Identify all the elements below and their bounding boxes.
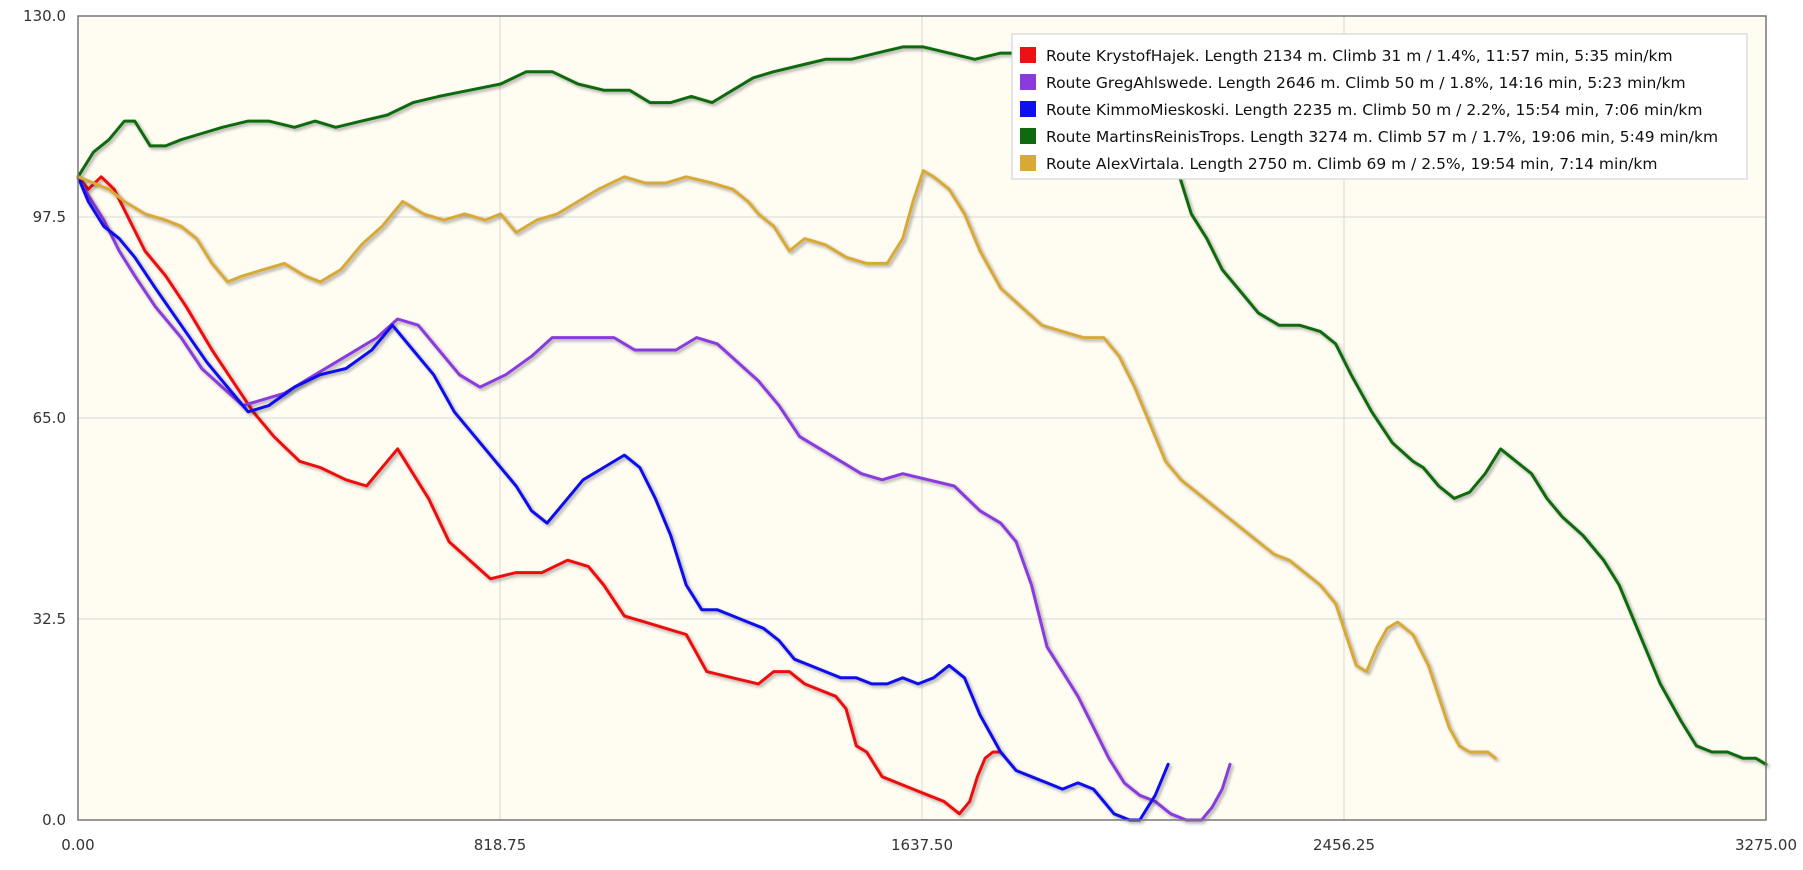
legend-swatch-kimmomieskoski xyxy=(1020,101,1036,117)
plot-frame xyxy=(77,15,1767,821)
y-tick-label-2: 65.0 xyxy=(33,409,66,427)
x-tick-label-3: 2456.25 xyxy=(1313,836,1375,854)
legend-swatch-krystofhajek xyxy=(1020,47,1036,63)
series-line-gregahlswede xyxy=(76,175,1232,822)
series-line-krystofhajek xyxy=(76,175,1003,816)
y-tick-label-3: 97.5 xyxy=(33,208,66,226)
legend-entry-gregahlswede: Route GregAhlswede. Length 2646 m. Climb… xyxy=(1046,74,1686,92)
y-tick-label-0: 0.0 xyxy=(42,811,66,829)
y-tick-label-1: 32.5 xyxy=(33,610,66,628)
legend-entry-alexvirtala: Route AlexVirtala. Length 2750 m. Climb … xyxy=(1046,155,1657,173)
legend-entry-martinsreinistrops: Route MartinsReinisTrops. Length 3274 m.… xyxy=(1046,128,1718,146)
x-tick-label-2: 1637.50 xyxy=(891,836,953,854)
x-tick-label-1: 818.75 xyxy=(474,836,527,854)
y-tick-label-4: 130.0 xyxy=(23,7,66,25)
series-line-kimmomieskoski xyxy=(76,175,1170,822)
x-tick-label-4: 3275.00 xyxy=(1735,836,1797,854)
legend-swatch-martinsreinistrops xyxy=(1020,128,1036,144)
legend-box xyxy=(1011,33,1748,180)
x-tick-label-0: 0.00 xyxy=(61,836,94,854)
legend-swatch-gregahlswede xyxy=(1020,74,1036,90)
legend: Route KrystofHajek. Length 2134 m. Climb… xyxy=(1011,33,1748,180)
legend-entry-krystofhajek: Route KrystofHajek. Length 2134 m. Climb… xyxy=(1046,47,1673,65)
axis-tick-labels: 0.00 818.75 1637.50 2456.25 3275.00 0.0 32.5 65… xyxy=(23,7,1797,854)
series-line-alexvirtala xyxy=(76,169,1497,760)
legend-entry-kimmomieskoski: Route KimmoMieskoski. Length 2235 m. Cli… xyxy=(1046,101,1703,119)
legend-swatch-alexvirtala xyxy=(1020,155,1036,171)
